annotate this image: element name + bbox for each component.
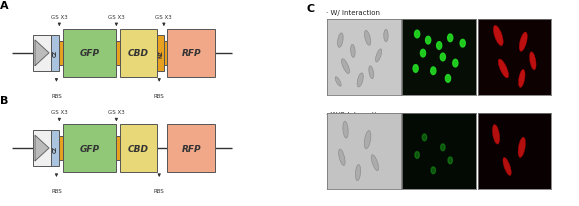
Bar [60,42,63,65]
Text: RBS: RBS [51,188,62,193]
Bar [63,30,116,77]
Bar [167,125,215,172]
Ellipse shape [369,67,373,79]
Bar [157,35,164,72]
Text: C: C [307,4,315,14]
Ellipse shape [342,60,350,74]
Ellipse shape [503,158,511,176]
Text: GFP: GFP [79,144,100,153]
Ellipse shape [460,40,466,48]
Text: GS X3: GS X3 [108,15,124,20]
Ellipse shape [339,149,345,166]
Ellipse shape [441,144,445,151]
Ellipse shape [335,77,341,87]
Ellipse shape [415,31,420,39]
Text: · W/ Interaction: · W/ Interaction [326,10,380,16]
Ellipse shape [453,60,458,68]
Text: CZ: CZ [53,50,57,57]
Text: RFP: RFP [181,144,201,153]
Bar [33,130,51,166]
Ellipse shape [445,75,450,83]
Ellipse shape [492,125,500,144]
Ellipse shape [431,167,435,174]
Ellipse shape [371,155,379,171]
Ellipse shape [413,65,418,73]
Ellipse shape [338,34,343,48]
Text: RBS: RBS [51,94,62,98]
Text: · W/O Interaction: · W/O Interaction [326,111,385,117]
Ellipse shape [518,137,526,158]
Bar [60,137,63,160]
Ellipse shape [519,33,527,52]
Ellipse shape [493,26,503,46]
Text: GS X3: GS X3 [108,109,124,114]
Text: B: B [0,96,8,106]
Ellipse shape [431,68,436,75]
Text: RBS: RBS [154,94,164,98]
Text: A: A [0,1,9,11]
Ellipse shape [448,35,453,42]
Ellipse shape [415,152,419,159]
Text: NZ: NZ [158,50,163,57]
Ellipse shape [519,70,525,88]
Ellipse shape [351,45,355,58]
Text: GS X3: GS X3 [51,109,68,114]
Bar [63,125,116,172]
Ellipse shape [420,50,426,58]
Bar [120,125,157,172]
Ellipse shape [384,30,388,42]
Bar [51,130,60,166]
Ellipse shape [376,50,382,63]
Polygon shape [35,136,49,161]
Ellipse shape [440,54,445,61]
Text: GFP: GFP [79,49,100,58]
Bar [164,42,167,65]
Bar [116,137,120,160]
Ellipse shape [437,42,442,50]
Ellipse shape [499,60,508,78]
Polygon shape [35,41,49,66]
Ellipse shape [343,122,348,138]
Bar [51,35,60,72]
Text: GS X3: GS X3 [51,15,68,20]
Ellipse shape [530,53,536,70]
Bar [167,30,215,77]
Bar [120,30,157,77]
Ellipse shape [364,131,371,149]
Text: RBS: RBS [154,188,164,193]
Bar [116,42,120,65]
Text: CBD: CBD [128,144,149,153]
Ellipse shape [357,74,363,88]
Text: CZ: CZ [53,145,57,152]
Text: RFP: RFP [181,49,201,58]
Text: GS X3: GS X3 [156,15,172,20]
Ellipse shape [426,37,431,45]
Ellipse shape [448,157,452,164]
Text: CBD: CBD [128,49,149,58]
Ellipse shape [356,165,361,181]
Bar [33,35,51,72]
Ellipse shape [364,31,371,46]
Ellipse shape [422,134,427,141]
